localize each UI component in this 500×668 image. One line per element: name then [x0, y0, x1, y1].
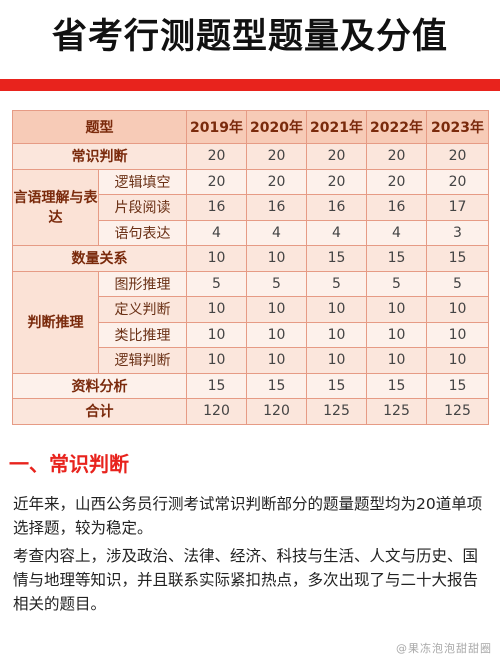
value-cell: 10: [186, 245, 247, 272]
paragraph: 近年来，山西公务员行测考试常识判断部分的题量题型均为20道单项选择题，较为稳定。: [13, 495, 483, 537]
value-cell: 125: [366, 398, 427, 425]
title-divider: [0, 79, 500, 91]
category-cell: 资料分析: [12, 372, 187, 399]
value-cell: 15: [426, 245, 489, 272]
header-cell: 题型: [12, 110, 187, 144]
value-cell: 20: [366, 143, 427, 170]
value-cell: 10: [426, 347, 489, 374]
value-cell: 4: [186, 219, 247, 246]
value-cell: 10: [246, 347, 307, 374]
value-cell: 16: [186, 194, 247, 221]
value-cell: 5: [426, 270, 489, 297]
value-cell: 20: [366, 168, 427, 195]
value-cell: 10: [246, 321, 307, 348]
value-cell: 10: [366, 347, 427, 374]
value-cell: 20: [186, 168, 247, 195]
value-cell: 10: [186, 296, 247, 323]
value-cell: 10: [306, 296, 367, 323]
table-row: 资料分析 15 15 15 15 15: [12, 372, 489, 399]
value-cell: 10: [306, 347, 367, 374]
value-cell: 10: [246, 296, 307, 323]
question-type-table: 题型 2019年 2020年 2021年 2022年 2023年 常识判断 20 2…: [12, 110, 489, 425]
value-cell: 15: [306, 245, 367, 272]
value-cell: 17: [426, 194, 489, 221]
value-cell: 16: [306, 194, 367, 221]
subcategory-cell: 片段阅读: [98, 194, 187, 221]
table-row: 言语理解与表达 逻辑填空 20 20 20 20 20: [12, 168, 489, 246]
table-row: 数量关系 10 10 15 15 15: [12, 245, 489, 272]
value-cell: 20: [306, 168, 367, 195]
value-cell: 5: [366, 270, 427, 297]
value-cell: 120: [246, 398, 307, 425]
header-cell: 2023年: [426, 110, 489, 144]
value-cell: 125: [426, 398, 489, 425]
category-cell: 常识判断: [12, 143, 187, 170]
value-cell: 15: [426, 372, 489, 399]
value-cell: 4: [366, 219, 427, 246]
value-cell: 10: [426, 296, 489, 323]
value-cell: 10: [186, 321, 247, 348]
header-cell: 2021年: [306, 110, 367, 144]
value-cell: 15: [246, 372, 307, 399]
value-cell: 3: [426, 219, 489, 246]
section-heading: 一、常识判断: [9, 452, 129, 476]
table-row: 常识判断 20 20 20 20 20: [12, 143, 489, 170]
value-cell: 120: [186, 398, 247, 425]
value-cell: 125: [306, 398, 367, 425]
value-cell: 15: [366, 372, 427, 399]
paragraph: 考查内容上，涉及政治、法律、经济、科技与生活、人文与历史、国情与地理等知识，并且…: [13, 547, 479, 613]
subcategory-cell: 类比推理: [98, 321, 187, 348]
value-cell: 16: [246, 194, 307, 221]
value-cell: 5: [246, 270, 307, 297]
table-row: 合计 120 120 125 125 125: [12, 398, 489, 425]
value-cell: 10: [366, 296, 427, 323]
table-row: 判断推理 图形推理 5 5 5 5 5: [12, 270, 489, 374]
value-cell: 10: [306, 321, 367, 348]
value-cell: 15: [366, 245, 427, 272]
page-title: 省考行测题型题量及分值: [51, 17, 448, 57]
category-cell: 判断推理: [12, 270, 99, 374]
value-cell: 20: [426, 143, 489, 170]
subcategory-cell: 逻辑判断: [98, 347, 187, 374]
value-cell: 15: [306, 372, 367, 399]
subcategory-cell: 逻辑填空: [98, 168, 187, 195]
value-cell: 4: [306, 219, 367, 246]
value-cell: 5: [306, 270, 367, 297]
value-cell: 5: [186, 270, 247, 297]
subcategory-cell: 图形推理: [98, 270, 187, 297]
header-cell: 2022年: [366, 110, 427, 144]
value-cell: 20: [306, 143, 367, 170]
subcategory-cell: 定义判断: [98, 296, 187, 323]
category-cell: 言语理解与表达: [12, 168, 99, 246]
table-row: 片段阅读 16 16 16 16 17: [13, 194, 489, 221]
category-cell: 合计: [12, 398, 187, 425]
value-cell: 4: [246, 219, 307, 246]
category-cell: 数量关系: [12, 245, 187, 272]
value-cell: 10: [186, 347, 247, 374]
header-cell: 2020年: [246, 110, 307, 144]
value-cell: 10: [426, 321, 489, 348]
table-header-row: 题型 2019年 2020年 2021年 2022年 2023年: [12, 110, 489, 144]
value-cell: 16: [366, 194, 427, 221]
table-row: 逻辑判断 10 10 10 10 10: [13, 347, 489, 374]
value-cell: 20: [246, 168, 307, 195]
subcategory-cell: 语句表达: [98, 219, 187, 246]
value-cell: 20: [186, 143, 247, 170]
table-row: 类比推理 10 10 10 10 10: [13, 321, 489, 348]
header-cell: 2019年: [186, 110, 247, 144]
value-cell: 10: [366, 321, 427, 348]
value-cell: 20: [246, 143, 307, 170]
value-cell: 15: [186, 372, 247, 399]
watermark: @果冻泡泡甜甜圈: [396, 642, 492, 655]
value-cell: 20: [426, 168, 489, 195]
value-cell: 10: [246, 245, 307, 272]
